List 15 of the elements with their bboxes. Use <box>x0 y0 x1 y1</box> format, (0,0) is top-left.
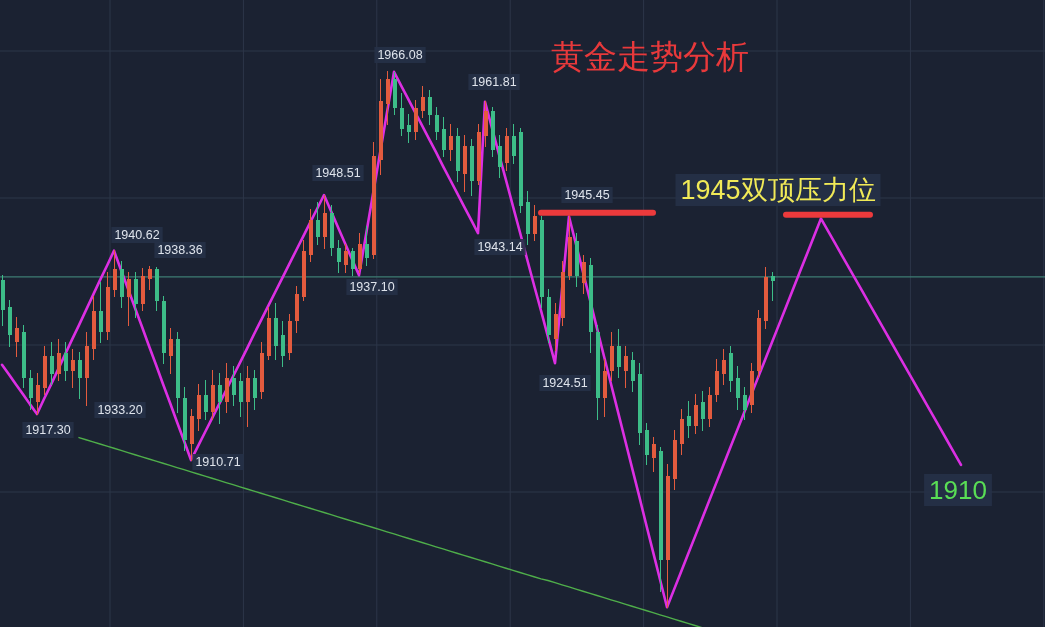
annotation: 1933.20 <box>94 402 146 418</box>
annotation: 1910 <box>924 474 992 506</box>
annotation: 1945.45 <box>561 187 613 203</box>
annotation: 1937.10 <box>346 279 398 295</box>
annotation: 1910.71 <box>192 454 244 470</box>
annotation: 1961.81 <box>468 74 520 90</box>
annotation: 1917.30 <box>22 422 74 438</box>
annotation: 1940.62 <box>111 227 163 243</box>
annotation: 1924.51 <box>539 375 591 391</box>
annotation: 1943.14 <box>474 239 526 255</box>
title: 黄金走势分析 <box>551 37 749 75</box>
annotation: 1938.36 <box>154 242 206 258</box>
annotation: 1948.51 <box>312 165 364 181</box>
annotation: 1945双顶压力位 <box>675 174 881 206</box>
annotation: 1966.08 <box>374 47 426 63</box>
